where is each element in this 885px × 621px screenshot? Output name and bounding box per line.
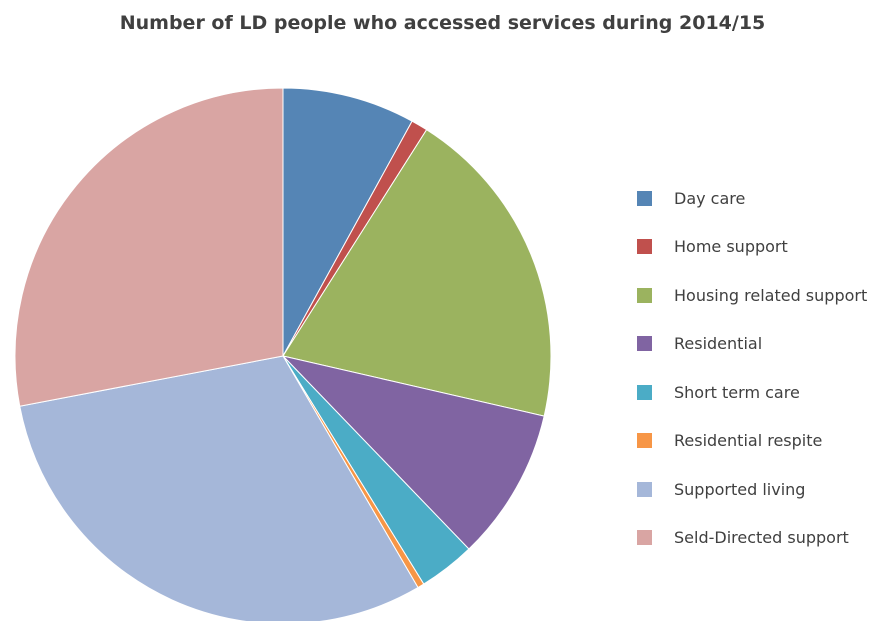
legend-swatch [637, 190, 652, 206]
legend-label: Residential respite [674, 431, 823, 451]
legend-swatch [637, 239, 652, 255]
legend-label: Supported living [674, 479, 806, 499]
pie-slice-housing-related-support [282, 129, 552, 417]
legend-swatch [637, 287, 652, 303]
legend-label: Residential [674, 334, 763, 354]
legend-swatch [637, 336, 652, 352]
legend-swatch [637, 433, 652, 449]
legend-label: Home support [674, 237, 788, 257]
legend-item: Short term care [637, 368, 882, 417]
legend-swatch [637, 530, 652, 546]
pie-slice-seld-directed-support [14, 87, 284, 407]
legend-label: Short term care [674, 382, 800, 402]
legend-item: Residential respite [637, 417, 882, 466]
chart-title: Number of LD people who accessed service… [119, 12, 766, 34]
legend-item: Seld-Directed support [637, 514, 882, 563]
legend-item: Day care [637, 174, 882, 223]
legend-swatch [637, 384, 652, 400]
pie-slice-day-care [282, 87, 413, 357]
legend-item: Residential [637, 320, 882, 369]
legend-item: Home support [637, 223, 882, 272]
pie-slice-residential [281, 355, 545, 550]
legend: Day care Home support Housing related supp… [637, 174, 882, 562]
legend-item: Housing related support [637, 271, 882, 320]
legend-label: Day care [674, 188, 746, 208]
legend-swatch [637, 481, 652, 497]
legend-label: Seld-Directed support [674, 528, 849, 548]
legend-item: Supported living [637, 465, 882, 514]
legend-label: Housing related support [674, 285, 868, 305]
pie-slice-supported-living [19, 355, 419, 621]
